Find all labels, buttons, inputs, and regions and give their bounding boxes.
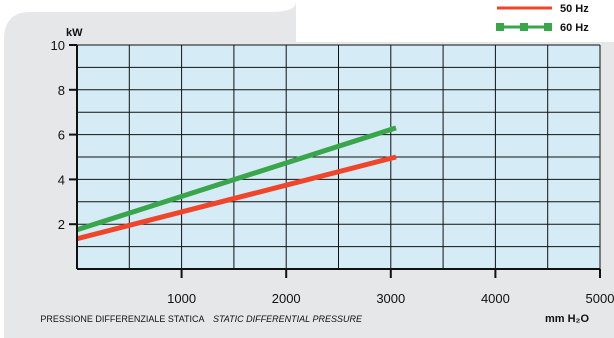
x-axis-label: PRESSIONE DIFFERENZIALE STATICA STATIC D… <box>40 309 363 326</box>
x-tick-label: 5000 <box>586 291 614 306</box>
y-tick-label: 2 <box>58 217 65 232</box>
x-axis-label-italian: PRESSIONE DIFFERENZIALE STATICA <box>40 314 204 324</box>
x-axis-unit: mm H₂O <box>545 313 589 325</box>
series-layer <box>76 125 397 242</box>
series-line-2 <box>76 125 397 233</box>
legend-label: 50 Hz <box>560 3 589 15</box>
y-tick-label: 10 <box>51 38 65 53</box>
legend-marker <box>544 23 552 31</box>
x-axis-label-english: STATIC DIFFERENTIAL PRESSURE <box>213 314 363 324</box>
x-tick-label: 3000 <box>376 291 405 306</box>
axes: 2 4 6 8 10 1000 2000 3000 4000 5000 <box>51 38 614 306</box>
legend-marker <box>520 23 528 31</box>
series-line-1 <box>76 154 397 242</box>
legend-label: 60 Hz <box>560 22 589 34</box>
legend-marker <box>496 23 504 31</box>
legend-area <box>296 0 614 42</box>
y-tick-label: 4 <box>58 172 65 187</box>
y-axis-label: kW <box>66 27 83 39</box>
x-tick-label: 4000 <box>481 291 510 306</box>
x-tick-label: 2000 <box>272 291 301 306</box>
y-tick-label: 6 <box>58 128 65 143</box>
x-tick-label: 1000 <box>167 291 196 306</box>
legend: 50 Hz 60 Hz <box>496 3 589 34</box>
y-tick-label: 8 <box>58 83 65 98</box>
